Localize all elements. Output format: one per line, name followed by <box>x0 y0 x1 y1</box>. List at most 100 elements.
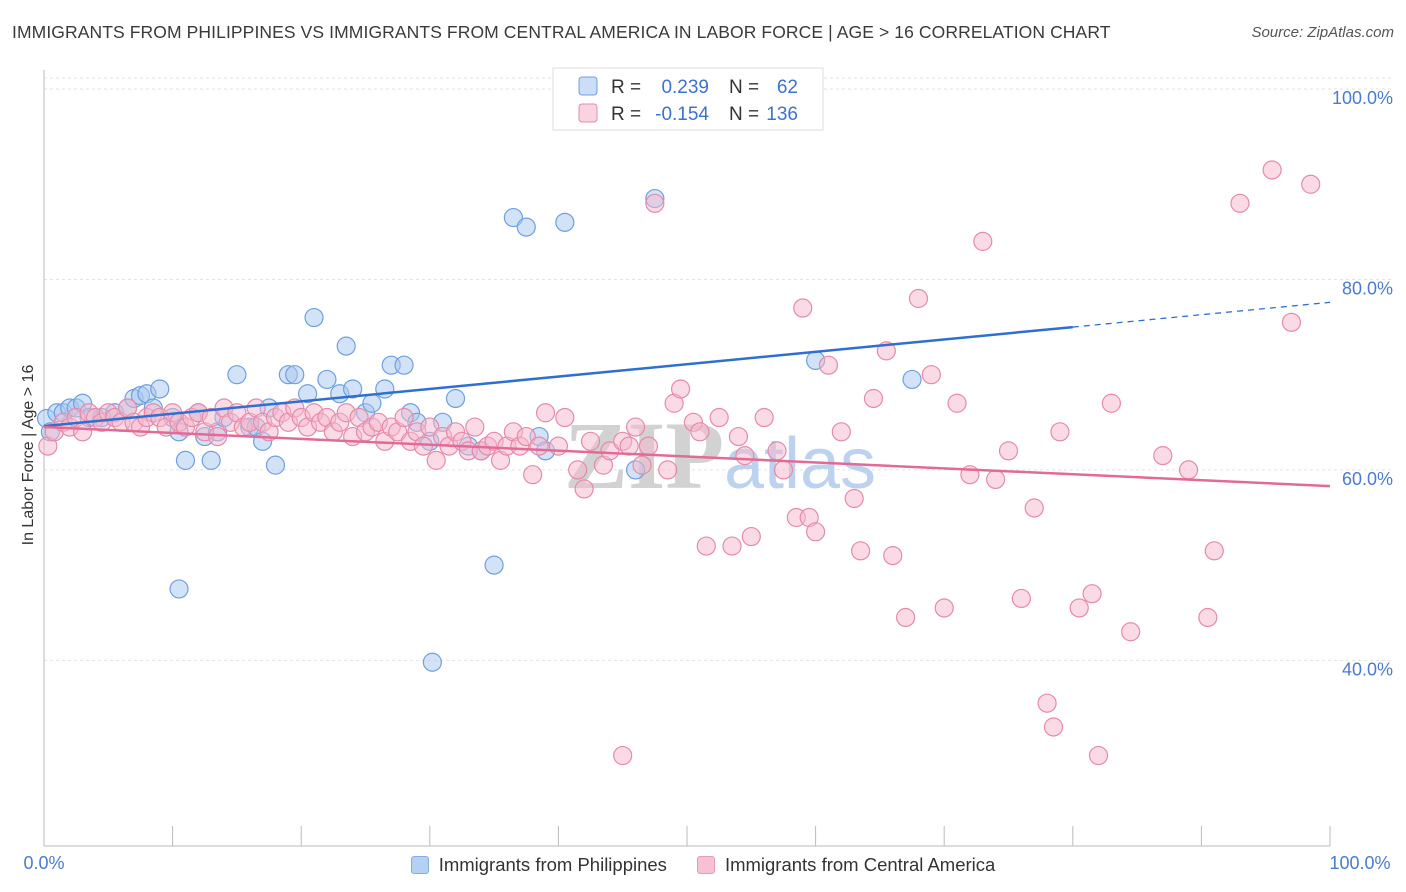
central-america-point-81 <box>574 479 594 499</box>
central-america-point-136 <box>1198 607 1218 628</box>
central-america-point-80 <box>568 460 588 480</box>
philippines-point-56 <box>169 579 189 599</box>
central-america-point-90 <box>658 460 678 480</box>
central-america-point-111 <box>851 541 871 561</box>
philippines-point-18 <box>175 450 196 470</box>
central-america-point-139 <box>1262 160 1282 180</box>
philippines-point-51 <box>503 207 523 228</box>
central-america-point-94 <box>690 422 710 442</box>
central-america-point-74 <box>516 426 536 447</box>
central-america-point-134 <box>1153 446 1173 466</box>
central-america-point-105 <box>793 298 813 318</box>
central-america-point-59 <box>420 417 440 437</box>
trend-lines <box>43 301 1331 488</box>
central-america-point-133 <box>1121 622 1141 642</box>
legend-swatch-central-america <box>578 103 598 123</box>
philippines-point-60 <box>902 369 922 390</box>
y-tick-label-40: 40.0% <box>1342 659 1393 679</box>
central-america-point-137 <box>1204 541 1224 561</box>
philippines-point-29 <box>265 455 286 475</box>
central-america-point-128 <box>1050 422 1070 442</box>
central-america-point-97 <box>722 536 742 556</box>
correlation-legend: R = 0.239 N = 62 R = -0.154 N = 136 <box>552 67 824 131</box>
y-axis-label: In Labor Force | Age > 16 <box>20 365 37 546</box>
central-america-point-95 <box>696 536 716 556</box>
central-america-point-102 <box>767 441 787 461</box>
central-america-point-84 <box>600 441 620 461</box>
central-america-point-92 <box>670 379 691 399</box>
central-america-point-127 <box>1043 717 1064 737</box>
central-america-point-66 <box>465 417 485 437</box>
legend-n-value-philippines: 62 <box>777 77 798 98</box>
philippines-point-37 <box>343 379 363 399</box>
series-legend-label-philippines: Immigrants from Philippines <box>438 854 667 875</box>
philippines-point-34 <box>317 369 337 390</box>
source-credit: Source: ZipAtlas.com <box>1251 24 1394 41</box>
grid-lines <box>44 77 1393 661</box>
central-america-point-138 <box>1230 193 1250 213</box>
central-america-point-118 <box>934 598 954 618</box>
philippines-point-57 <box>422 652 442 672</box>
central-america-point-55 <box>394 407 414 428</box>
series-legend: Immigrants from Philippines Immigrants f… <box>0 852 1406 878</box>
central-america-point-125 <box>1024 498 1044 518</box>
legend-r-value-central-america: -0.154 <box>655 104 709 125</box>
central-america-point-78 <box>548 436 569 456</box>
central-america-point-129 <box>1069 598 1089 618</box>
central-america-point-79 <box>555 407 575 428</box>
philippines-point-39 <box>362 393 382 413</box>
central-america-point-140 <box>1281 312 1302 332</box>
philippines-point-40 <box>375 379 395 399</box>
central-america-point-109 <box>831 422 851 442</box>
central-america-point-132 <box>1101 393 1121 413</box>
central-america-point-115 <box>896 607 916 628</box>
central-america-point-87 <box>625 417 646 437</box>
x-tick-label-max: 100.0% <box>1329 853 1390 873</box>
central-america-point-142 <box>613 745 633 766</box>
central-america-point-116 <box>908 288 929 309</box>
central-america-point-82 <box>580 431 601 451</box>
y-tick-label-100: 100.0% <box>1332 88 1393 108</box>
legend-n-value-central-america: 136 <box>766 104 798 125</box>
central-america-point-126 <box>1037 693 1057 713</box>
central-america-point-117 <box>921 365 941 385</box>
central-america-point-141 <box>1301 174 1321 194</box>
central-america-point-89 <box>638 436 659 456</box>
x-ticks <box>43 826 1331 846</box>
central-america-point-130 <box>1082 584 1102 604</box>
y-tick-label-80: 80.0% <box>1342 278 1393 298</box>
y-tick-labels: 40.0% 60.0% 80.0% 100.0% <box>1332 88 1393 679</box>
central-america-point-99 <box>735 446 755 466</box>
series-legend-label-central-america: Immigrants from Central America <box>724 854 996 875</box>
central-america-point-77 <box>535 403 556 423</box>
chart-title: IMMIGRANTS FROM PHILIPPINES VS IMMIGRANT… <box>12 22 1111 42</box>
central-america-point-76 <box>529 436 549 456</box>
central-america-point-107 <box>805 522 826 542</box>
central-america-point-88 <box>632 455 652 475</box>
central-america-point-143 <box>645 193 665 213</box>
central-america-point-122 <box>986 469 1006 490</box>
central-america-point-131 <box>1088 745 1109 766</box>
legend-box <box>552 67 824 131</box>
central-america-point-121 <box>973 231 993 251</box>
philippines-point-32 <box>298 384 318 404</box>
central-america-point-135 <box>1178 460 1199 480</box>
philippines-point-50 <box>484 555 504 575</box>
philippines-point-24 <box>227 365 247 385</box>
series-legend-item-central-america: Immigrants from Central America <box>696 854 996 876</box>
central-america-point-110 <box>844 488 864 509</box>
philippines-point-15 <box>150 379 170 399</box>
central-america-point-96 <box>709 407 729 428</box>
central-america-point-60 <box>426 450 446 470</box>
philippines-point-33 <box>304 307 324 328</box>
central-america-point-123 <box>998 441 1019 461</box>
central-america-point-103 <box>773 460 794 480</box>
x-tick-label-min: 0.0% <box>23 853 64 873</box>
central-america-point-25 <box>201 407 221 428</box>
trend-line-central-america <box>43 425 1331 488</box>
y-tick-label-60: 60.0% <box>1342 469 1393 489</box>
central-america-point-98 <box>728 426 749 447</box>
central-america-point-58 <box>413 436 433 456</box>
philippines-point-36 <box>336 336 356 356</box>
central-america-point-101 <box>754 407 774 428</box>
